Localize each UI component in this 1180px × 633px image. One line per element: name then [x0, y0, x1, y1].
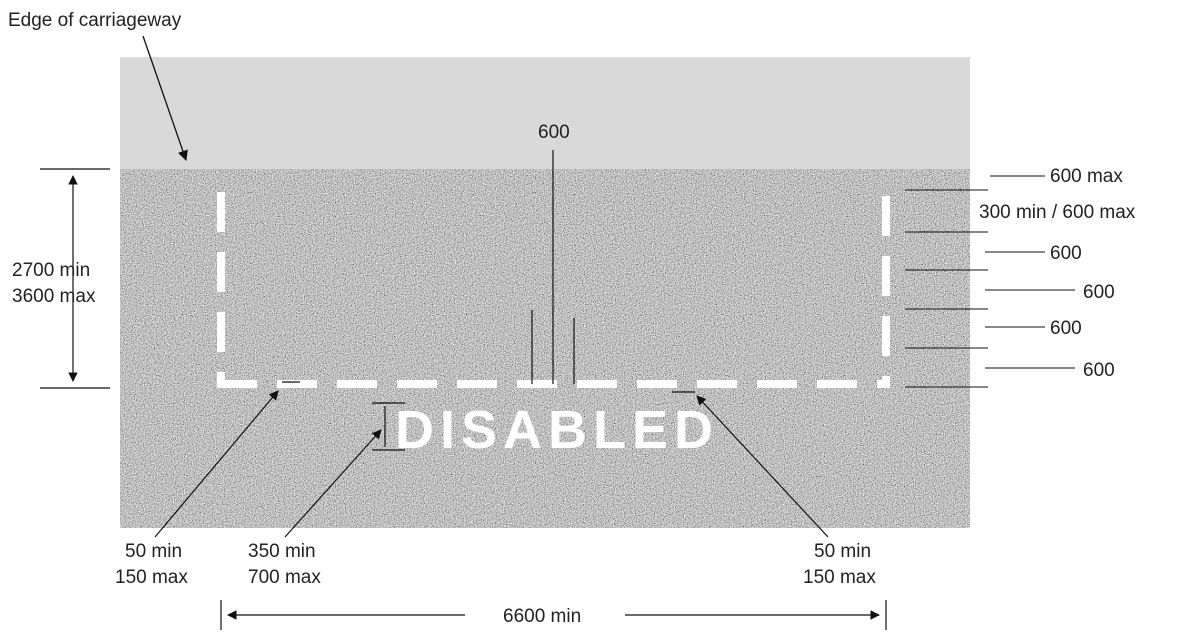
disabled-marking-text: DISABLED — [395, 400, 719, 460]
right-label-4: 600 — [1083, 282, 1115, 303]
edge-of-carriageway-label: Edge of carriageway — [8, 10, 182, 31]
right-label-6: 600 — [1083, 360, 1115, 381]
gap-right-min-label: 50 min — [814, 541, 871, 562]
text-height-bracket — [372, 402, 405, 451]
overall-length-label: 6600 min — [503, 606, 581, 627]
text-height-max-label: 700 max — [248, 567, 321, 588]
footway-area — [120, 57, 970, 169]
right-label-2: 300 min / 600 max — [979, 202, 1136, 223]
bay-length-leader — [531, 150, 575, 384]
gap-leaders — [154, 381, 829, 538]
width-dimension — [40, 168, 110, 389]
width-max-label: 3600 max — [12, 286, 96, 307]
text-height-min-label: 350 min — [248, 541, 316, 562]
carriageway-surface — [120, 169, 970, 528]
gap-right-max-label: 150 max — [803, 567, 876, 588]
right-dimension-ticks — [905, 175, 1075, 388]
gap-left-min-label: 50 min — [125, 541, 182, 562]
right-label-1: 600 max — [1050, 166, 1123, 187]
right-label-3: 600 — [1050, 243, 1082, 264]
gap-left-max-label: 150 max — [115, 567, 188, 588]
width-min-label: 2700 min — [12, 260, 90, 281]
edge-arrow — [142, 35, 188, 161]
overall-length-dimension — [220, 600, 887, 630]
right-label-5: 600 — [1050, 318, 1082, 339]
bay-length-label: 600 — [538, 122, 570, 143]
